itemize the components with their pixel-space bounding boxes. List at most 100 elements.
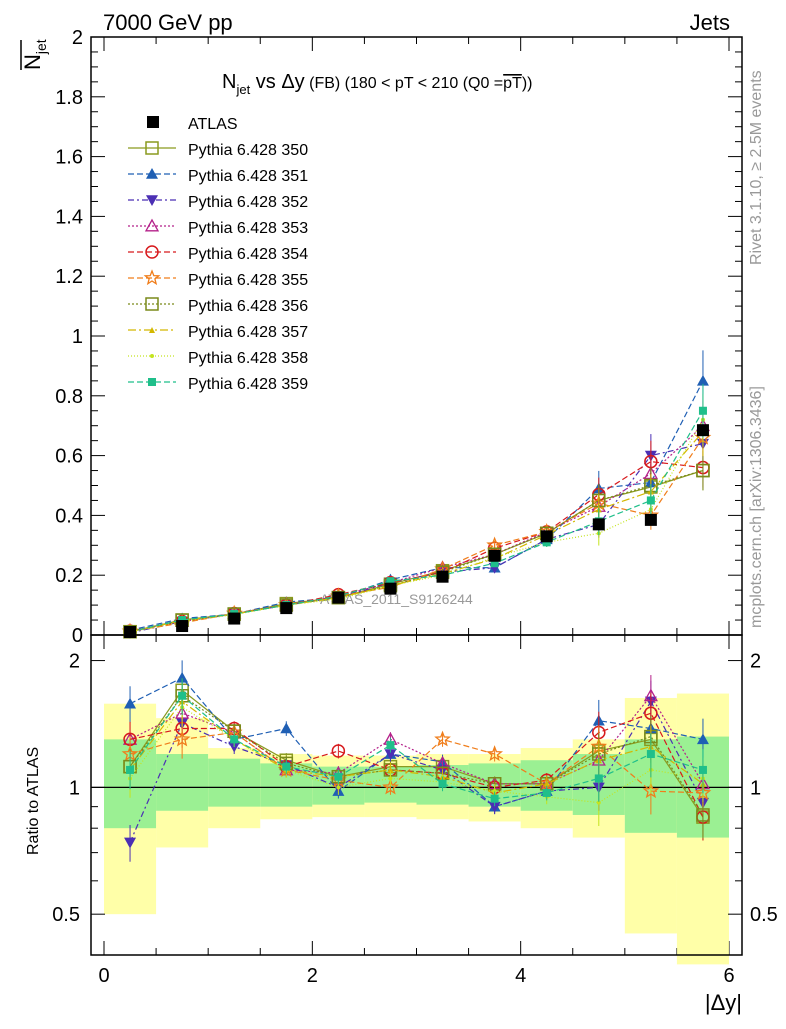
legend-label-pythia-6-428-350: Pythia 6.428 350 [188,142,308,159]
legend-label-pythia-6-428-355: Pythia 6.428 355 [188,272,308,289]
legend-marker-pythia-6-428-350 [145,141,159,155]
ylabel-main: Njet [20,39,49,70]
series-pythia-6-428-357-ratio-point [543,780,550,787]
plot-title: Njet vs Δy (FB) (180 < pT < 210 (Q0 =pT)… [222,71,532,97]
ratio-y-tick-label-left: 0.5 [52,904,80,926]
y-tick-label: 1.8 [55,87,83,109]
legend-marker-pythia-6-428-354 [145,245,159,259]
x-tick-label: 0 [98,965,109,987]
series-pythia-6-428-351-point [696,374,709,386]
legend-entry-pythia-6-428-358: Pythia 6.428 358 [128,350,308,367]
ylabel-main-n: N [20,54,45,70]
x-tick-label: 4 [515,965,526,987]
series-pythia-6-428-354-main [123,440,710,638]
series-pythia-6-428-351-ratio-point [696,733,709,745]
legend-marker-pythia-6-428-356 [145,297,159,311]
atlas-point [384,582,397,595]
series-pythia-6-428-356-main [123,450,710,639]
series-pythia-6-428-355-ratio-line [129,731,704,794]
x-tick-label: 6 [723,965,734,987]
series-pythia-6-428-359-ratio-point [230,735,239,744]
y-tick-label: 0.6 [55,446,83,468]
series-pythia-6-428-359-ratio-point [282,762,291,771]
series-pythia-6-428-358-ratio-point [492,789,497,794]
series-pythia-6-428-351-ratio-point [176,671,189,683]
legend: ATLAS Pythia 6.428 350 Pythia 6.428 351 Pyt… [128,116,308,393]
legend-marker-pythia-6-428-351 [146,168,158,179]
legend-entry-atlas: ATLAS [147,116,238,133]
series-pythia-6-428-357-ratio-line [129,700,704,794]
series-pythia-6-428-359-ratio-point [438,779,447,788]
series-pythia-6-428-352-ratio-line [129,700,704,843]
ratio-y-tick-label-right: 1 [750,777,761,799]
ratio-y-tick-label-left: 1 [69,777,80,799]
series-pythia-6-428-358-ratio-point [388,776,393,781]
series-pythia-6-428-350-main [123,450,710,639]
legend-label-atlas: ATLAS [188,116,238,133]
y-tick-label: 1.6 [55,147,83,169]
series-pythia-6-428-355-ratio-point [434,730,451,747]
series-pythia-6-428-352-ratio-point [228,741,241,753]
series-pythia-6-428-357-ratio-point [387,766,394,773]
atlas-point [488,549,501,562]
series-pythia-6-428-359-ratio-point [178,691,187,700]
title-close: )) [522,75,533,92]
analysis-watermark: ATLAS_2011_S9126244 [320,591,473,607]
main-plot-layer: 0 0.2 0.4 0.6 0.8 1 1.2 1.4 1.6 1.8 2 [55,27,743,955]
series-pythia-6-428-359-point [386,577,395,586]
legend-marker-pythia-6-428-352 [146,195,158,206]
series-pythia-6-428-359-ratio-point [542,788,551,797]
series-pythia-6-428-353-ratio-line [129,694,704,785]
legend-marker-pythia-6-428-358 [150,354,154,358]
series-pythia-6-428-355-ratio-point [486,745,504,762]
series-pythia-6-428-359-ratio-point [386,741,395,750]
x-tick-label: 2 [307,965,318,987]
title-q0: pT [503,75,522,92]
series-pythia-6-428-359-ratio-point [698,765,707,774]
series-pythia-6-428-357-line [129,431,704,633]
header-right-label: Jets [690,10,730,35]
legend-entry-pythia-6-428-355: Pythia 6.428 355 [128,269,308,289]
legend-marker-pythia-6-428-353 [144,218,160,232]
series-pythia-6-428-351-ratio-point [280,722,293,734]
series-atlas [124,424,709,639]
series-pythia-6-428-355-ratio-point [173,730,191,747]
legend-label-pythia-6-428-357: Pythia 6.428 357 [188,324,308,341]
series-pythia-6-428-359-point [490,559,499,568]
atlas-point [280,602,293,615]
ratio-plot-layer: 0 2 4 6 0.5 0.5 1 1 2 2 [52,634,778,987]
y-tick-label: 1 [72,326,83,348]
header-left-label: 7000 GeV pp [103,10,233,35]
title-delta-y: Δy [281,71,304,93]
series-pythia-6-428-355-ratio-point [382,778,399,795]
xlabel: |Δy| [705,990,742,1015]
ratio-y-tick-label-left: 2 [69,651,80,673]
series-pythia-6-428-352-ratio-point [384,749,397,761]
legend-entry-pythia-6-428-357: Pythia 6.428 357 [128,324,308,341]
legend-marker-pythia-6-428-355 [143,269,161,286]
legend-entry-pythia-6-428-351: Pythia 6.428 351 [128,168,308,185]
series-pythia-6-428-351-ratio-point [124,697,137,709]
legend-entry-pythia-6-428-359: Pythia 6.428 359 [128,376,308,393]
series-pythia-6-428-356-ratio-line [129,694,704,816]
series-pythia-6-428-359-ratio-point [126,765,135,774]
series-pythia-6-428-352-ratio-point [488,801,501,813]
legend-label-pythia-6-428-353: Pythia 6.428 353 [188,220,308,237]
series-pythia-6-428-352-ratio-point [124,837,137,849]
legend-label-pythia-6-428-359: Pythia 6.428 359 [188,376,308,393]
title-range: (180 < pT < 210 (Q0 = [345,75,503,92]
legend-marker-atlas [147,116,159,128]
legend-entry-pythia-6-428-353: Pythia 6.428 353 [128,218,308,237]
ratio-y-tick-label-right: 0.5 [750,904,778,926]
series-pythia-6-428-359-ratio-point [334,772,343,781]
series-pythia-6-428-351-line [129,380,704,631]
series-pythia-6-428-358-ratio-point [336,785,341,790]
title-fb: (FB) [305,75,345,92]
series-pythia-6-428-358-line [129,419,704,633]
title-n: N [222,71,236,93]
y-tick-label: 1.2 [55,266,83,288]
series-pythia-6-428-358-ratio-line [129,706,704,804]
atlas-point [124,626,137,639]
y-tick-label: 0 [72,625,83,647]
